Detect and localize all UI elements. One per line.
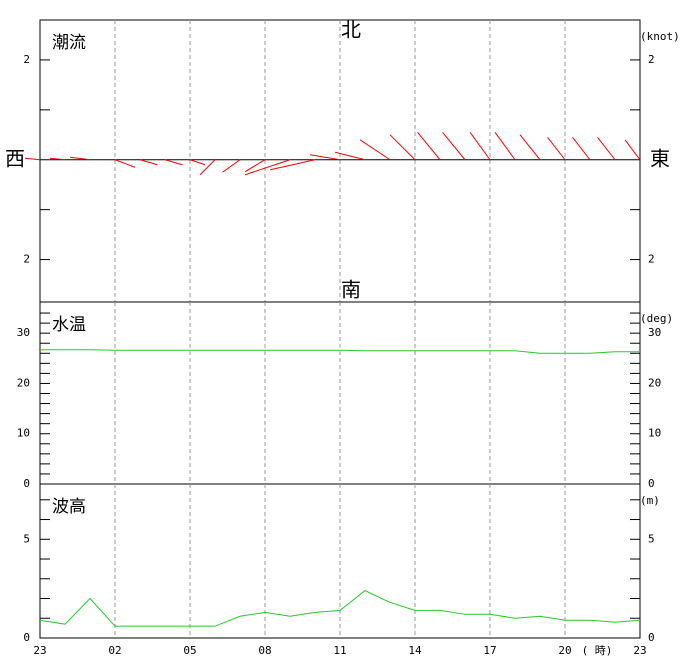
current-vector (442, 131, 466, 161)
current-vector (114, 159, 136, 168)
current-vector (334, 151, 366, 161)
panel-title: 水温 (52, 315, 86, 335)
y-tick-label: 20 (17, 376, 30, 389)
x-tick-label: 11 (333, 644, 346, 657)
current-vector (494, 132, 516, 161)
current-vector (139, 159, 158, 166)
x-tick-label: 17 (483, 644, 496, 657)
y-tick-label: 2 (23, 253, 30, 266)
x-tick-label: 23 (33, 644, 46, 657)
data-line (40, 349, 640, 354)
current-vector (189, 159, 206, 166)
current-vector (597, 136, 616, 161)
current-vector (359, 139, 391, 161)
x-axis-label: ( 時) (582, 644, 613, 657)
current-vector (24, 157, 41, 161)
current-vector (519, 134, 541, 161)
current-vector (469, 132, 491, 161)
x-tick-label: 02 (108, 644, 121, 657)
y2-tick-label: 0 (648, 631, 655, 644)
unit-label: (knot) (640, 30, 680, 43)
x-tick-label: 20 (558, 644, 571, 657)
current-vector (269, 159, 316, 171)
panel-title: 波高 (52, 497, 86, 517)
unit-label: (deg) (640, 312, 673, 325)
current-vector (199, 159, 216, 176)
current-vector (222, 159, 241, 173)
y2-tick-label: 20 (648, 376, 661, 389)
south-label: 南 (341, 278, 361, 302)
current-vector (572, 136, 591, 161)
y-tick-label: 10 (17, 427, 30, 440)
y2-tick-label: 2 (648, 53, 655, 66)
y-tick-label: 2 (23, 53, 30, 66)
y-tick-label: 5 (23, 532, 30, 545)
north-label: 北 (341, 18, 361, 42)
current-vector (69, 156, 91, 161)
x-tick-label: 05 (183, 644, 196, 657)
current-vector (624, 139, 641, 161)
east-label: 東 (650, 146, 670, 170)
current-vector (244, 159, 266, 173)
current-vector (309, 154, 341, 161)
current-vector (49, 157, 66, 161)
current-vector (244, 159, 291, 176)
current-vector (547, 136, 566, 161)
y2-tick-label: 5 (648, 532, 655, 545)
x-tick-label: 23 (633, 644, 646, 657)
current-vector (417, 131, 441, 161)
y-tick-label: 30 (17, 326, 30, 339)
x-tick-label: 14 (408, 644, 422, 657)
current-vector (164, 159, 183, 166)
current-vector (389, 134, 416, 161)
panel-title: 潮流 (52, 33, 86, 53)
y2-tick-label: 30 (648, 326, 661, 339)
west-label: 西 (5, 146, 25, 170)
y2-tick-label: 2 (648, 253, 655, 266)
data-line (39, 590, 641, 627)
y2-tick-label: 0 (648, 477, 655, 490)
x-tick-label: 08 (258, 644, 271, 657)
y2-tick-label: 10 (648, 427, 661, 440)
unit-label: (m) (640, 494, 660, 507)
y-tick-label: 0 (23, 631, 30, 644)
y-tick-label: 0 (23, 477, 30, 490)
